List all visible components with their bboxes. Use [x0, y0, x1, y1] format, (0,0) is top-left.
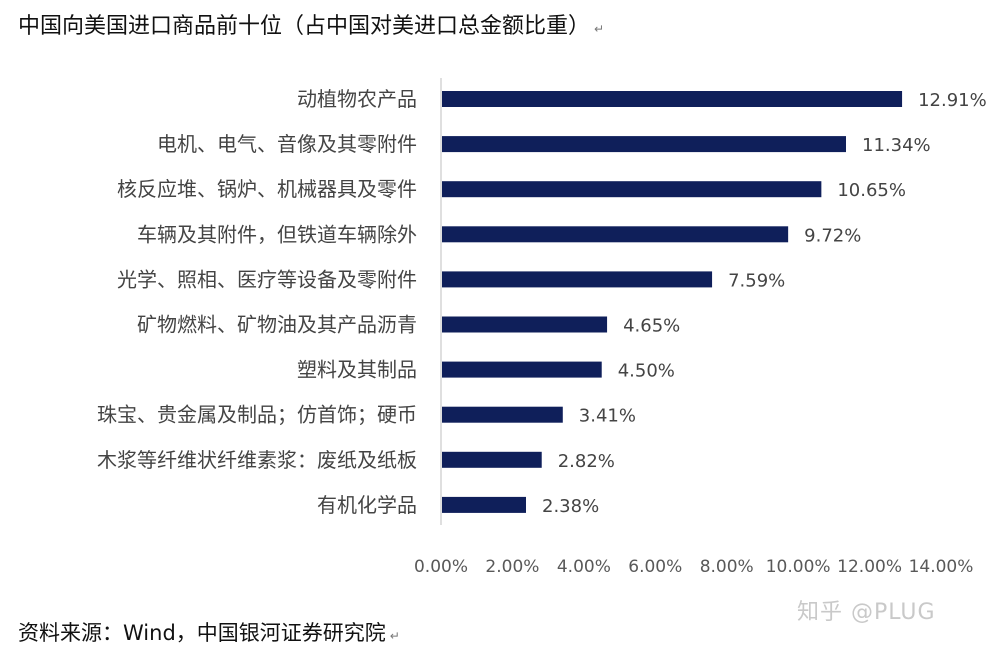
bar	[442, 226, 789, 243]
chart-title-text: 中国向美国进口商品前十位（占中国对美进口总金额比重）	[18, 14, 591, 39]
source-note-text: 资料来源：Wind，中国银河证券研究院	[18, 621, 386, 645]
bar	[442, 451, 542, 468]
bar	[442, 136, 846, 153]
category-label: 矿物燃料、矿物油及其产品沥青	[137, 313, 417, 337]
bar	[442, 406, 563, 423]
x-tick-label: 6.00%	[628, 557, 682, 577]
data-label: 9.72%	[804, 225, 861, 246]
category-label: 核反应堆、锅炉、机械器具及零件	[117, 177, 417, 201]
bar-chart: 动植物农产品 12.91% 电机、电气、音像及其零附件 11.34% 核反应堆、锅炉、机…	[97, 78, 987, 577]
data-label: 11.34%	[862, 135, 931, 156]
bar	[442, 316, 608, 333]
data-label: 2.82%	[558, 451, 615, 472]
x-tick-label: 12.00%	[837, 557, 902, 577]
category-label: 有机化学品	[317, 493, 417, 517]
data-label: 2.38%	[542, 496, 599, 517]
category-label: 木浆等纤维状纤维素浆：废纸及纸板	[97, 448, 417, 472]
data-label: 3.41%	[579, 406, 636, 427]
x-tick-label: 0.00%	[414, 557, 468, 577]
data-label: 4.65%	[623, 316, 680, 337]
data-label: 12.91%	[918, 90, 987, 111]
chart-title: 中国向美国进口商品前十位（占中国对美进口总金额比重） ↵	[18, 8, 604, 40]
bar	[442, 181, 822, 198]
paragraph-mark-icon: ↵	[389, 629, 400, 643]
data-label: 4.50%	[618, 361, 675, 382]
x-tick-label: 14.00%	[909, 557, 974, 577]
watermark: 知乎 @PLUG	[797, 600, 936, 625]
x-tick-label: 2.00%	[485, 557, 539, 577]
category-label: 电机、电气、音像及其零附件	[157, 132, 417, 156]
bar	[442, 496, 526, 513]
category-label: 塑料及其制品	[297, 358, 417, 382]
paragraph-mark-icon: ↵	[594, 22, 605, 36]
category-label: 光学、照相、医疗等设备及零附件	[117, 267, 417, 291]
bar	[442, 91, 903, 107]
bar	[442, 361, 602, 378]
source-note: 资料来源：Wind，中国银河证券研究院 ↵	[18, 617, 400, 647]
category-label: 动植物农产品	[297, 87, 417, 111]
category-label: 车辆及其附件，但铁道车辆除外	[137, 222, 417, 246]
data-label: 10.65%	[837, 180, 906, 201]
bar	[442, 271, 713, 288]
category-label: 珠宝、贵金属及制品；仿首饰；硬币	[97, 403, 417, 427]
data-label: 7.59%	[728, 270, 785, 291]
x-tick-label: 10.00%	[766, 557, 831, 577]
x-tick-label: 8.00%	[700, 557, 754, 577]
x-tick-label: 4.00%	[557, 557, 611, 577]
